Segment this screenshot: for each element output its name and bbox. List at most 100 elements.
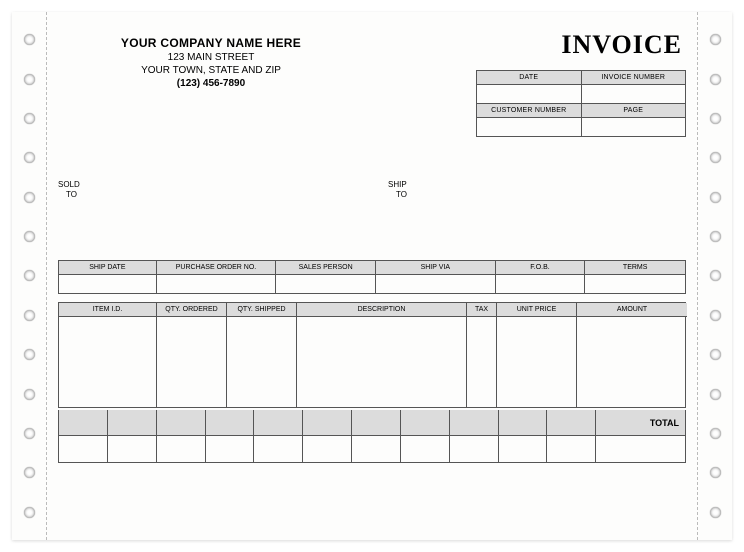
footer-cell xyxy=(499,410,548,436)
order-value xyxy=(157,275,276,293)
tractor-hole xyxy=(24,467,35,478)
footer-cell xyxy=(547,436,596,462)
items-column-body xyxy=(577,317,687,407)
items-column-header: UNIT PRICE xyxy=(497,303,577,317)
tractor-hole xyxy=(24,152,35,163)
perforation-left xyxy=(46,12,47,540)
invoice-number-label: INVOICE NUMBER xyxy=(582,71,686,85)
tractor-hole xyxy=(24,349,35,360)
items-column-body xyxy=(59,317,157,407)
order-value xyxy=(496,275,585,293)
tractor-holes-right xyxy=(698,12,732,540)
tractor-hole xyxy=(24,34,35,45)
tractor-hole xyxy=(24,74,35,85)
order-cell: SHIP DATE xyxy=(59,261,157,293)
page-value xyxy=(582,118,686,136)
tractor-hole xyxy=(710,74,721,85)
tractor-hole xyxy=(24,389,35,400)
order-value xyxy=(276,275,375,293)
tractor-hole xyxy=(24,113,35,124)
paper-form: YOUR COMPANY NAME HERE 123 MAIN STREET Y… xyxy=(12,12,732,540)
footer-cell xyxy=(157,436,206,462)
footer-cell xyxy=(254,410,303,436)
date-label: DATE xyxy=(477,71,581,85)
tractor-holes-left xyxy=(12,12,46,540)
company-city: YOUR TOWN, STATE AND ZIP xyxy=(86,65,336,76)
tractor-hole xyxy=(24,270,35,281)
page-label: PAGE xyxy=(582,103,686,118)
tractor-hole xyxy=(24,428,35,439)
footer-cell xyxy=(450,436,499,462)
ship-to-label: SHIP TO xyxy=(388,180,407,199)
tractor-hole xyxy=(710,389,721,400)
company-phone: (123) 456-7890 xyxy=(86,78,336,89)
order-cell: PURCHASE ORDER NO. xyxy=(157,261,277,293)
footer-cell xyxy=(108,436,157,462)
order-header: F.O.B. xyxy=(496,261,585,275)
tractor-hole xyxy=(710,349,721,360)
company-name: YOUR COMPANY NAME HERE xyxy=(86,36,336,50)
footer-cell xyxy=(596,436,685,462)
items-column-body xyxy=(297,317,467,407)
customer-number-label: CUSTOMER NUMBER xyxy=(477,103,581,118)
tractor-hole xyxy=(24,507,35,518)
items-column-body xyxy=(227,317,297,407)
order-value xyxy=(376,275,495,293)
footer-cell xyxy=(303,410,352,436)
customer-number-value xyxy=(477,118,581,136)
order-info-row: SHIP DATEPURCHASE ORDER NO.SALES PERSONS… xyxy=(58,260,686,294)
tractor-hole xyxy=(710,428,721,439)
order-header: PURCHASE ORDER NO. xyxy=(157,261,276,275)
items-column-header: QTY. ORDERED xyxy=(157,303,227,317)
tractor-hole xyxy=(710,310,721,321)
items-column-header: AMOUNT xyxy=(577,303,687,317)
footer-grid: TOTAL xyxy=(58,410,686,463)
tractor-hole xyxy=(710,34,721,45)
sold-to-label: SOLD TO xyxy=(58,180,80,199)
order-header: SHIP VIA xyxy=(376,261,495,275)
footer-cell xyxy=(303,436,352,462)
header: YOUR COMPANY NAME HERE 123 MAIN STREET Y… xyxy=(58,30,686,148)
form-content: YOUR COMPANY NAME HERE 123 MAIN STREET Y… xyxy=(58,30,686,522)
order-header: SALES PERSON xyxy=(276,261,375,275)
footer-cell xyxy=(254,436,303,462)
items-column-body xyxy=(497,317,577,407)
footer-cell xyxy=(352,436,401,462)
tractor-hole xyxy=(710,231,721,242)
invoice-title: INVOICE xyxy=(561,30,682,60)
invoice-number-value xyxy=(582,85,686,103)
items-column-body xyxy=(467,317,497,407)
tractor-hole xyxy=(710,152,721,163)
total-label: TOTAL xyxy=(596,410,685,436)
date-value xyxy=(477,85,581,103)
footer-cell xyxy=(157,410,206,436)
footer-cell xyxy=(401,436,450,462)
order-cell: TERMS xyxy=(585,261,685,293)
footer-cell xyxy=(59,410,108,436)
tractor-hole xyxy=(24,310,35,321)
items-column-header: TAX xyxy=(467,303,497,317)
tractor-hole xyxy=(710,467,721,478)
tractor-hole xyxy=(710,113,721,124)
tractor-hole xyxy=(710,507,721,518)
order-cell: SALES PERSON xyxy=(276,261,376,293)
items-column-header: QTY. SHIPPED xyxy=(227,303,297,317)
order-header: SHIP DATE xyxy=(59,261,156,275)
footer-cell xyxy=(108,410,157,436)
tractor-hole xyxy=(24,192,35,203)
footer-cell xyxy=(499,436,548,462)
company-street: 123 MAIN STREET xyxy=(86,52,336,63)
footer-cell xyxy=(547,410,596,436)
footer-cell xyxy=(450,410,499,436)
order-cell: F.O.B. xyxy=(496,261,586,293)
footer-cell xyxy=(59,436,108,462)
order-value xyxy=(585,275,685,293)
items-column-body xyxy=(157,317,227,407)
meta-box: DATE INVOICE NUMBER CUSTOMER NUMBER PAGE xyxy=(476,70,686,137)
tractor-hole xyxy=(24,231,35,242)
footer-cell xyxy=(206,436,255,462)
tractor-hole xyxy=(710,270,721,281)
footer-cell xyxy=(352,410,401,436)
tractor-hole xyxy=(710,192,721,203)
items-column-header: DESCRIPTION xyxy=(297,303,467,317)
